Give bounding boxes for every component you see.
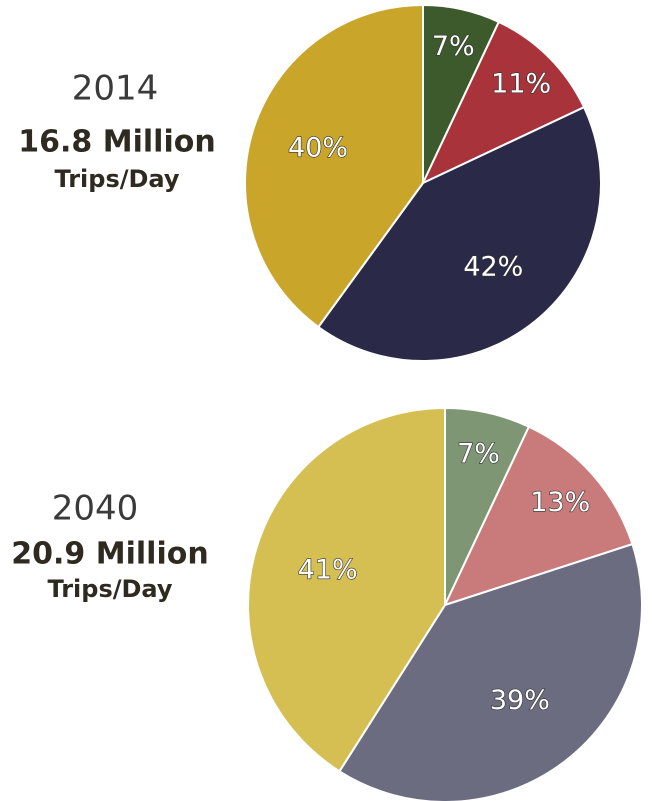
total: 20.9 Million xyxy=(11,537,208,572)
pie-slice xyxy=(247,406,446,773)
slice-label: 7% xyxy=(457,439,500,470)
pie-slice xyxy=(316,105,602,362)
total: 16.8 Million xyxy=(18,125,215,160)
pie-slice xyxy=(244,3,424,329)
year: 2014 xyxy=(72,69,159,109)
year: 2040 xyxy=(52,489,139,529)
slice-label: 13% xyxy=(530,487,590,518)
slice-label: 11% xyxy=(491,68,551,99)
slice-label: 41% xyxy=(298,554,358,585)
slice-label: 39% xyxy=(490,685,550,716)
pie-slice xyxy=(443,425,634,607)
slice-label: 40% xyxy=(288,132,348,163)
slice-label: 42% xyxy=(463,252,523,283)
slice-label: 7% xyxy=(432,31,475,62)
unit: Trips/Day xyxy=(47,575,172,603)
pie-slice xyxy=(338,542,643,801)
pie-slice xyxy=(420,20,586,186)
unit: Trips/Day xyxy=(54,165,179,193)
